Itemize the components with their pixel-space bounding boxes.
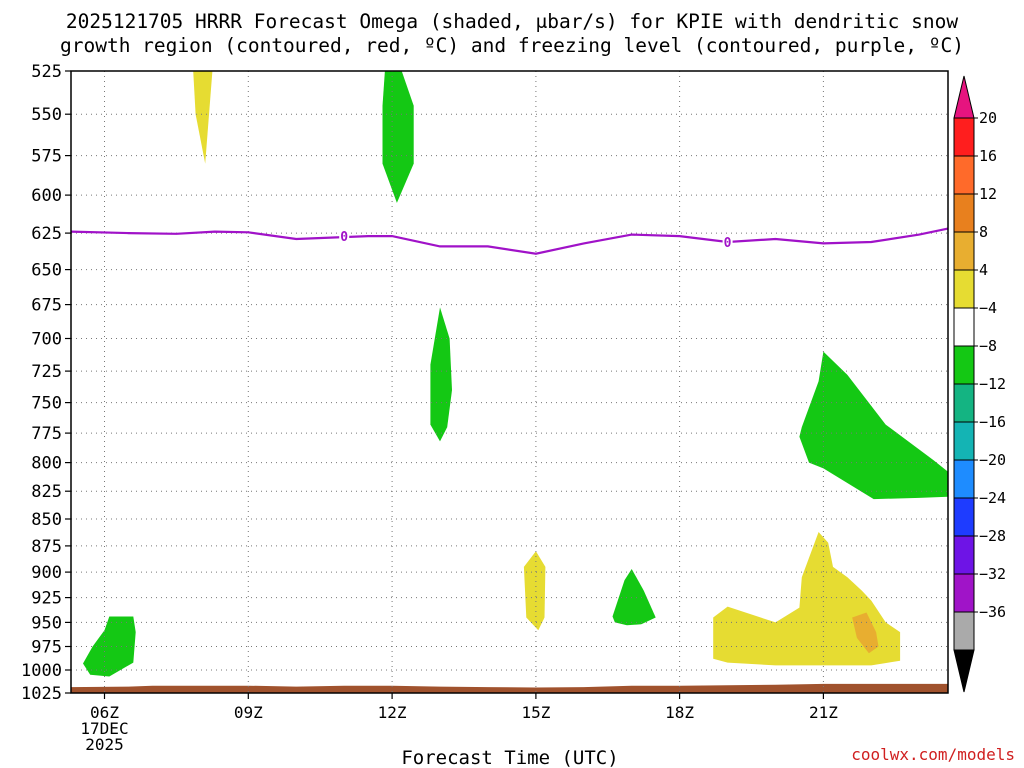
y-tick-label-1000: 1000	[21, 661, 62, 681]
y-tick-label-725: 725	[31, 362, 62, 382]
x-tick-label-21Z-0: 21Z	[809, 703, 838, 722]
colorbar-label-4: 4	[979, 261, 988, 279]
freezing-level-label-0: 0	[340, 230, 348, 245]
colorbar-label-11: −28	[979, 527, 1006, 545]
omega-neg4to-8-1200-region	[382, 71, 414, 203]
x-tick-label-06Z-0: 06Z	[90, 703, 119, 722]
freezing-level-label-bg-1	[722, 235, 733, 248]
colorbar-segment-2	[953, 193, 975, 233]
terrain-ground	[71, 683, 948, 693]
colorbar-label-0: 20	[979, 109, 997, 127]
y-tick-label-625: 625	[31, 224, 62, 244]
colorbar-label-1: 16	[979, 147, 997, 165]
omega-4to8-1500-region	[523, 551, 546, 631]
colorbar-label-13: −36	[979, 603, 1006, 621]
y-tick-label-650: 650	[31, 261, 62, 281]
colorbar-segment-10	[953, 497, 975, 537]
colorbar-segment-11	[953, 535, 975, 575]
x-tick-label-06Z-2: 2025	[85, 735, 124, 754]
y-axis-ticks: 525 550 575 600 625 650 675 700 725 750 775 800 825 8…	[21, 62, 71, 704]
colorbar-segment-9	[953, 459, 975, 499]
y-tick-label-825: 825	[31, 482, 62, 502]
grid-lines	[71, 71, 948, 693]
y-tick-label-750: 750	[31, 394, 62, 414]
colorbar-segment-8	[953, 421, 975, 461]
colorbar-label-9: −20	[979, 451, 1006, 469]
omega-8to12-2200-region	[852, 612, 879, 654]
colorbar-segment-5	[953, 307, 975, 347]
colorbar-label-8: −16	[979, 413, 1006, 431]
colorbar-segment-4	[953, 269, 975, 309]
colorbar-segment-1	[953, 155, 975, 195]
y-tick-label-525: 525	[31, 62, 62, 82]
colorbar-segment-13	[953, 611, 975, 651]
omega-shaded-regions	[83, 71, 948, 677]
y-tick-label-1025: 1025	[21, 684, 62, 704]
plot-frame	[70, 70, 949, 694]
omega-neg4to-8-1700-region	[612, 569, 656, 626]
colorbar-segment-6	[953, 345, 975, 385]
colorbar: 20 16 12 8 4 −4 −8 −12 −16 −20 −24 −28 −32 −36	[953, 75, 1006, 693]
y-tick-label-700: 700	[31, 330, 62, 350]
credit-text: coolwx.com/models	[851, 745, 1015, 764]
x-tick-label-06Z-1: 17DEC	[80, 719, 128, 738]
colorbar-label-7: −12	[979, 375, 1006, 393]
colorbar-label-2: 12	[979, 185, 997, 203]
colorbar-label-10: −24	[979, 489, 1006, 507]
y-tick-label-900: 900	[31, 563, 62, 583]
x-tick-label-09Z-0: 09Z	[234, 703, 263, 722]
x-tick-label-18Z-0: 18Z	[665, 703, 694, 722]
y-tick-label-850: 850	[31, 510, 62, 530]
terrain-layer	[71, 683, 948, 693]
x-tick-label-12Z-0: 12Z	[378, 703, 407, 722]
omega-4to8-2100-region	[713, 532, 901, 666]
colorbar-label-12: −32	[979, 565, 1006, 583]
freezing-level-line	[70, 227, 949, 255]
colorbar-segment-0	[953, 117, 975, 157]
y-tick-label-875: 875	[31, 537, 62, 557]
y-tick-label-950: 950	[31, 613, 62, 633]
freezing-level-label-bg-0	[339, 229, 350, 243]
colorbar-segment-7	[953, 383, 975, 423]
colorbar-segment-12	[953, 573, 975, 613]
y-tick-label-675: 675	[31, 296, 62, 316]
omega-neg4to-8-1300-region	[430, 307, 452, 442]
omega-neg4to-8-0600-region	[83, 616, 136, 677]
chart-title-line1: 2025121705 HRRR Forecast Omega (shaded, …	[66, 10, 958, 33]
y-tick-label-925: 925	[31, 589, 62, 609]
y-tick-label-800: 800	[31, 454, 62, 474]
colorbar-bottom-arrow	[953, 649, 975, 693]
y-tick-label-975: 975	[31, 638, 62, 658]
y-tick-label-600: 600	[31, 186, 62, 206]
freezing-level-label-1: 0	[724, 236, 732, 251]
y-tick-label-775: 775	[31, 424, 62, 444]
colorbar-label-3: 8	[979, 223, 988, 241]
y-tick-label-575: 575	[31, 147, 62, 167]
colorbar-label-6: −8	[979, 337, 997, 355]
chart-title-line2: growth region (contoured, red, ºC) and f…	[60, 34, 964, 57]
colorbar-label-5: −4	[979, 299, 997, 317]
omega-4to8-0800-region	[193, 71, 213, 164]
x-axis-label: Forecast Time (UTC)	[401, 747, 618, 768]
colorbar-segment-3	[953, 231, 975, 271]
y-tick-label-550: 550	[31, 105, 62, 125]
x-tick-label-15Z-0: 15Z	[521, 703, 550, 722]
